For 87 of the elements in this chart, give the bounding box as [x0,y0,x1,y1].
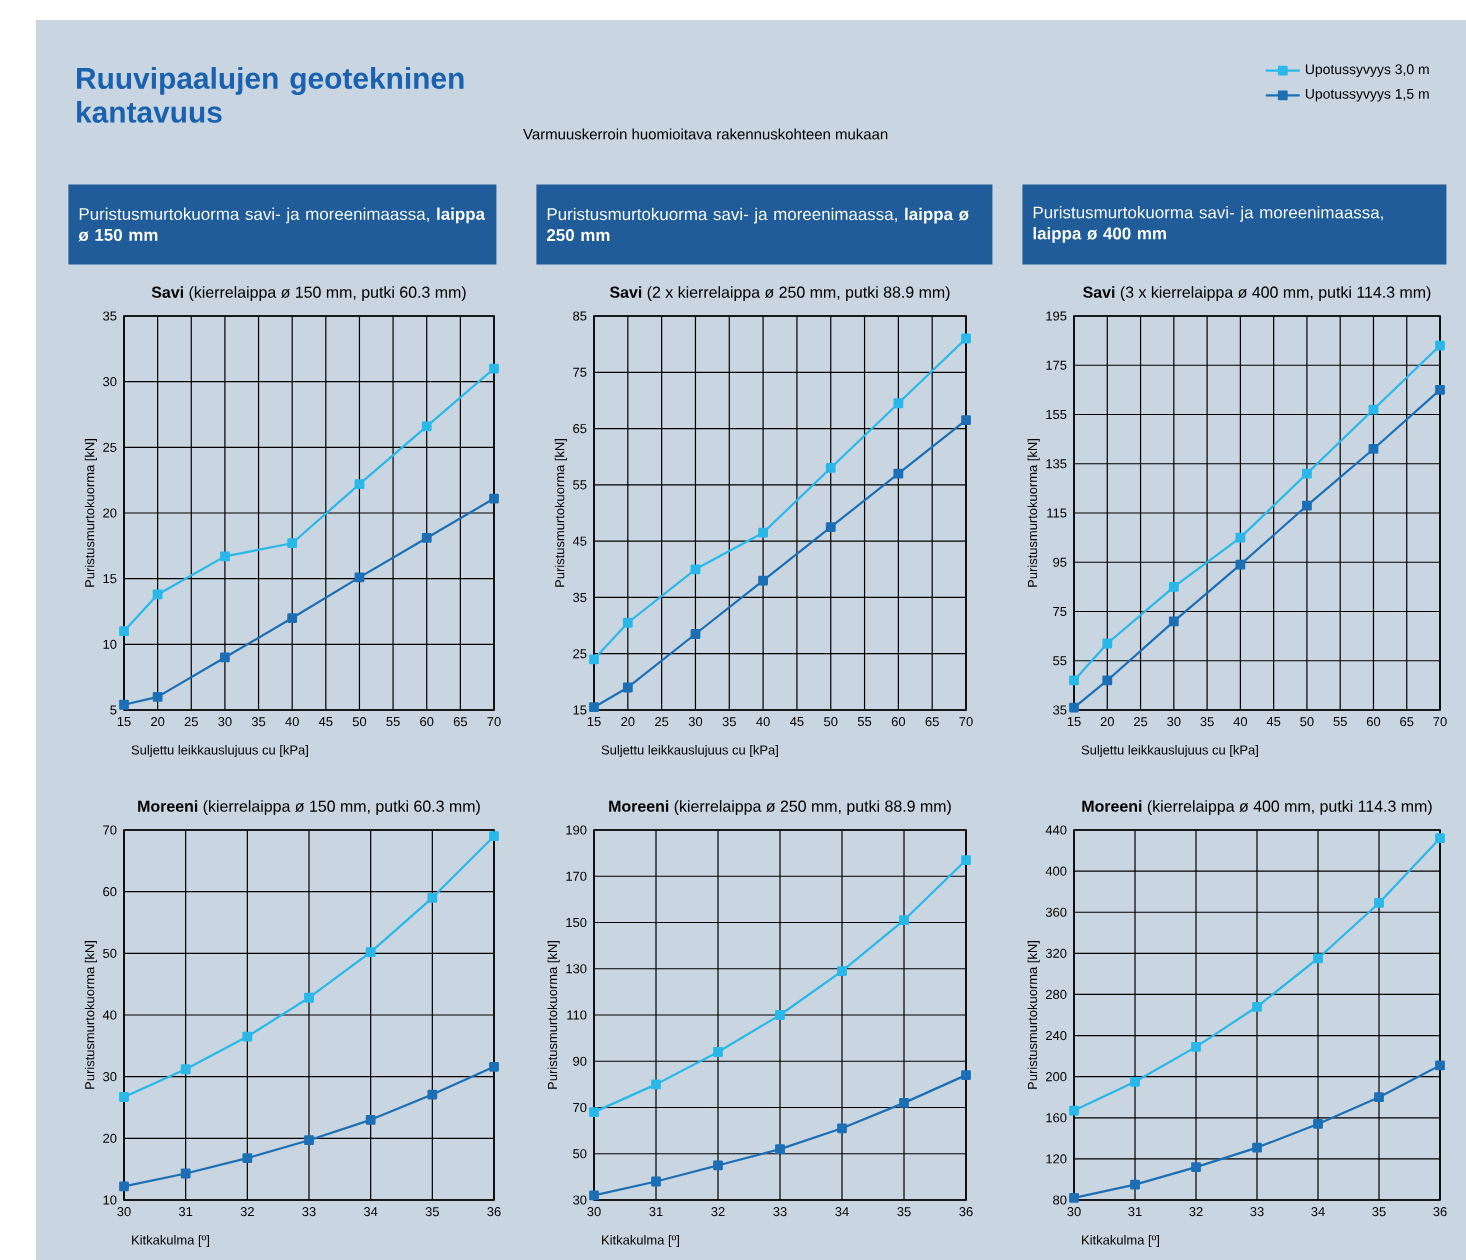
point [304,1135,314,1146]
point [837,1123,847,1134]
point [242,1031,253,1042]
point [1302,468,1312,479]
chart-title: Puristusmurtokuorma savi- ja moreenimaassa, laippa ø 150 mm [78,207,486,242]
point [899,915,909,926]
point [589,1190,599,1201]
point [220,652,230,663]
point [837,966,847,976]
point [489,831,499,842]
point [899,1097,909,1108]
point [651,1079,661,1090]
point [961,1070,971,1081]
point [489,493,499,504]
point [152,691,163,702]
point [365,947,376,958]
point [1435,340,1445,351]
point [1313,953,1323,964]
point [421,533,432,543]
point [622,617,633,628]
point [1168,616,1179,627]
point [1235,532,1246,543]
point [1069,1105,1079,1116]
point [180,1168,191,1179]
point [690,629,701,639]
point [1102,675,1113,686]
point [119,699,129,710]
point [1168,581,1179,592]
point [489,1061,499,1072]
point [1435,384,1445,395]
point [589,654,599,665]
point [489,363,499,374]
point [690,564,701,575]
point [220,551,230,562]
point [758,575,768,586]
point [119,1181,129,1192]
point [589,1107,599,1118]
point [354,572,365,583]
chart-title: Puristusmurtokuorma savi- ja moreenimaassa, laippa ø 400 mm [1033,206,1383,243]
point [1235,559,1246,570]
point [1069,1193,1079,1203]
point [365,1114,376,1125]
point [1252,1142,1262,1153]
point [1130,1076,1140,1087]
point [427,892,438,903]
point [427,1089,438,1100]
point [961,333,971,344]
point [1435,833,1445,844]
point [1191,1162,1201,1173]
point [825,522,836,532]
point [1102,638,1113,649]
point [1069,675,1079,686]
point [758,527,768,538]
point [119,1092,129,1102]
point [1313,1119,1323,1129]
point [1374,898,1384,908]
point [589,702,599,713]
point [1191,1041,1201,1052]
point [713,1160,723,1171]
point [304,992,314,1003]
point [893,398,904,409]
point [119,626,129,637]
point [1368,444,1379,454]
point [287,613,298,623]
point [1435,1060,1445,1071]
point [152,589,163,600]
chart-title: Puristusmurtokuorma savi- ja moreenimaassa, laippa ø 250 mm [547,207,969,242]
point [1374,1092,1384,1103]
text: Ruuvipaalujen geotekninen kantavuus [77,67,464,123]
point [961,855,971,865]
point [1252,1001,1262,1012]
point [713,1047,723,1057]
point [1130,1179,1140,1190]
point [354,479,365,489]
point [421,421,432,432]
point [287,538,298,549]
point [242,1153,253,1163]
point [1069,702,1079,713]
point [825,463,836,473]
point [180,1064,191,1075]
point [775,1144,785,1155]
point [961,415,971,426]
point [651,1176,661,1187]
point [893,468,904,479]
point [622,682,633,693]
point [1302,500,1312,511]
point [775,1010,785,1020]
